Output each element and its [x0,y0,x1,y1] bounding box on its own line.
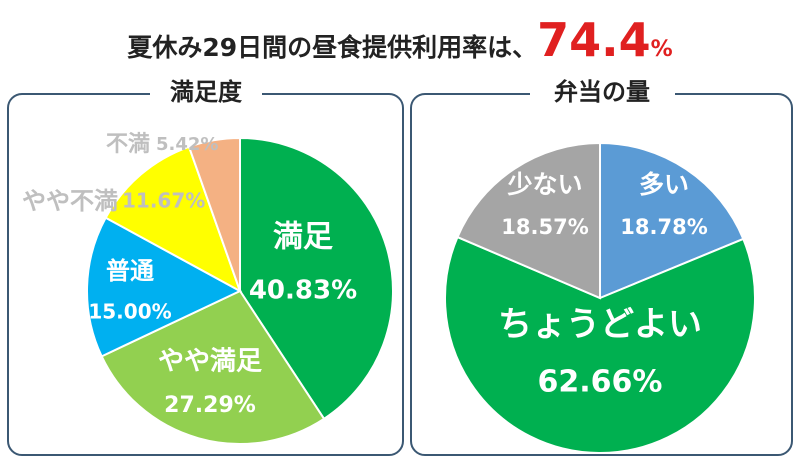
pie-slice [100,289,326,445]
headline: 夏休み29日間の昼食提供利用率は、74.4% [0,0,800,80]
chart-title: 弁当の量 [554,78,650,106]
title-gap [150,82,262,106]
slice-value: 40.83% [249,276,357,306]
slice-name: やや不満 [22,187,118,215]
headline-value: 74.4 [537,13,651,67]
headline-text: 夏休み29日間の昼食提供利用率は、 [127,33,538,62]
pie-slice [456,141,601,300]
slice-value: 5.42% [156,134,218,155]
chart-title: 満足度 [170,78,243,106]
slice-value: 27.29% [164,393,256,418]
slice-name: やや満足 [158,347,262,377]
pie-slice [599,141,745,300]
slice-value: 15.00% [88,300,171,324]
slice-name: 普通 [106,257,154,285]
pie-slice [444,235,756,454]
slice-name: 満足 [273,220,333,255]
slice-value: 18.57% [501,215,588,239]
headline-unit: % [650,37,673,62]
slice-value: 18.78% [620,215,707,239]
pie-slice [86,216,243,358]
slice-name: 不満 [106,131,150,157]
title-gap [530,82,675,106]
slice-name: ちょうどよい [498,305,702,345]
slice-value: 62.66% [538,365,663,400]
pie-slice [187,136,241,292]
pie-slice [104,145,242,294]
slice-name: 少ない [506,170,582,199]
slice-value: 11.67% [122,189,205,213]
slice-name: 多い [639,170,689,199]
